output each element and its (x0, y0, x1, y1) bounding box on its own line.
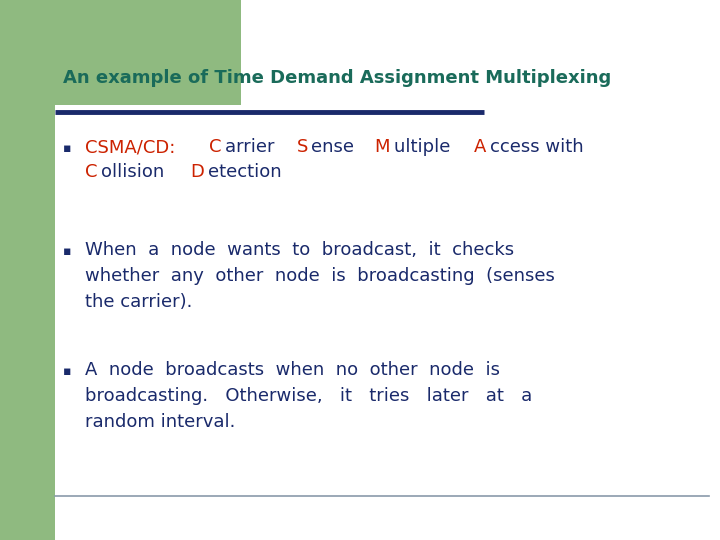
Bar (0, 0, 55, 540)
Text: ▪: ▪ (63, 365, 72, 379)
Text: M: M (374, 138, 390, 156)
Text: ▪: ▪ (63, 142, 72, 156)
Text: C: C (85, 163, 97, 181)
Text: ollision: ollision (101, 163, 170, 181)
Text: ▪: ▪ (63, 245, 72, 258)
Text: ultiple: ultiple (394, 138, 456, 156)
Text: CSMA/CD:: CSMA/CD: (85, 138, 181, 156)
Text: C: C (209, 138, 222, 156)
Text: An example of Time Demand Assignment Multiplexing: An example of Time Demand Assignment Mul… (63, 69, 611, 87)
Text: arrier: arrier (225, 138, 280, 156)
Text: random interval.: random interval. (85, 413, 235, 431)
Text: broadcasting.   Otherwise,   it   tries   later   at   a: broadcasting. Otherwise, it tries later … (85, 387, 532, 405)
Text: D: D (190, 163, 204, 181)
Text: A  node  broadcasts  when  no  other  node  is: A node broadcasts when no other node is (85, 361, 500, 379)
Bar (0, 0, 241, 105)
Text: whether  any  other  node  is  broadcasting  (senses: whether any other node is broadcasting (… (85, 267, 555, 285)
Text: the carrier).: the carrier). (85, 293, 192, 310)
Text: ense: ense (311, 138, 360, 156)
Text: A: A (474, 138, 487, 156)
Text: When  a  node  wants  to  broadcast,  it  checks: When a node wants to broadcast, it check… (85, 241, 514, 259)
Text: S: S (297, 138, 307, 156)
Text: ccess with: ccess with (490, 138, 584, 156)
Text: etection: etection (208, 163, 282, 181)
